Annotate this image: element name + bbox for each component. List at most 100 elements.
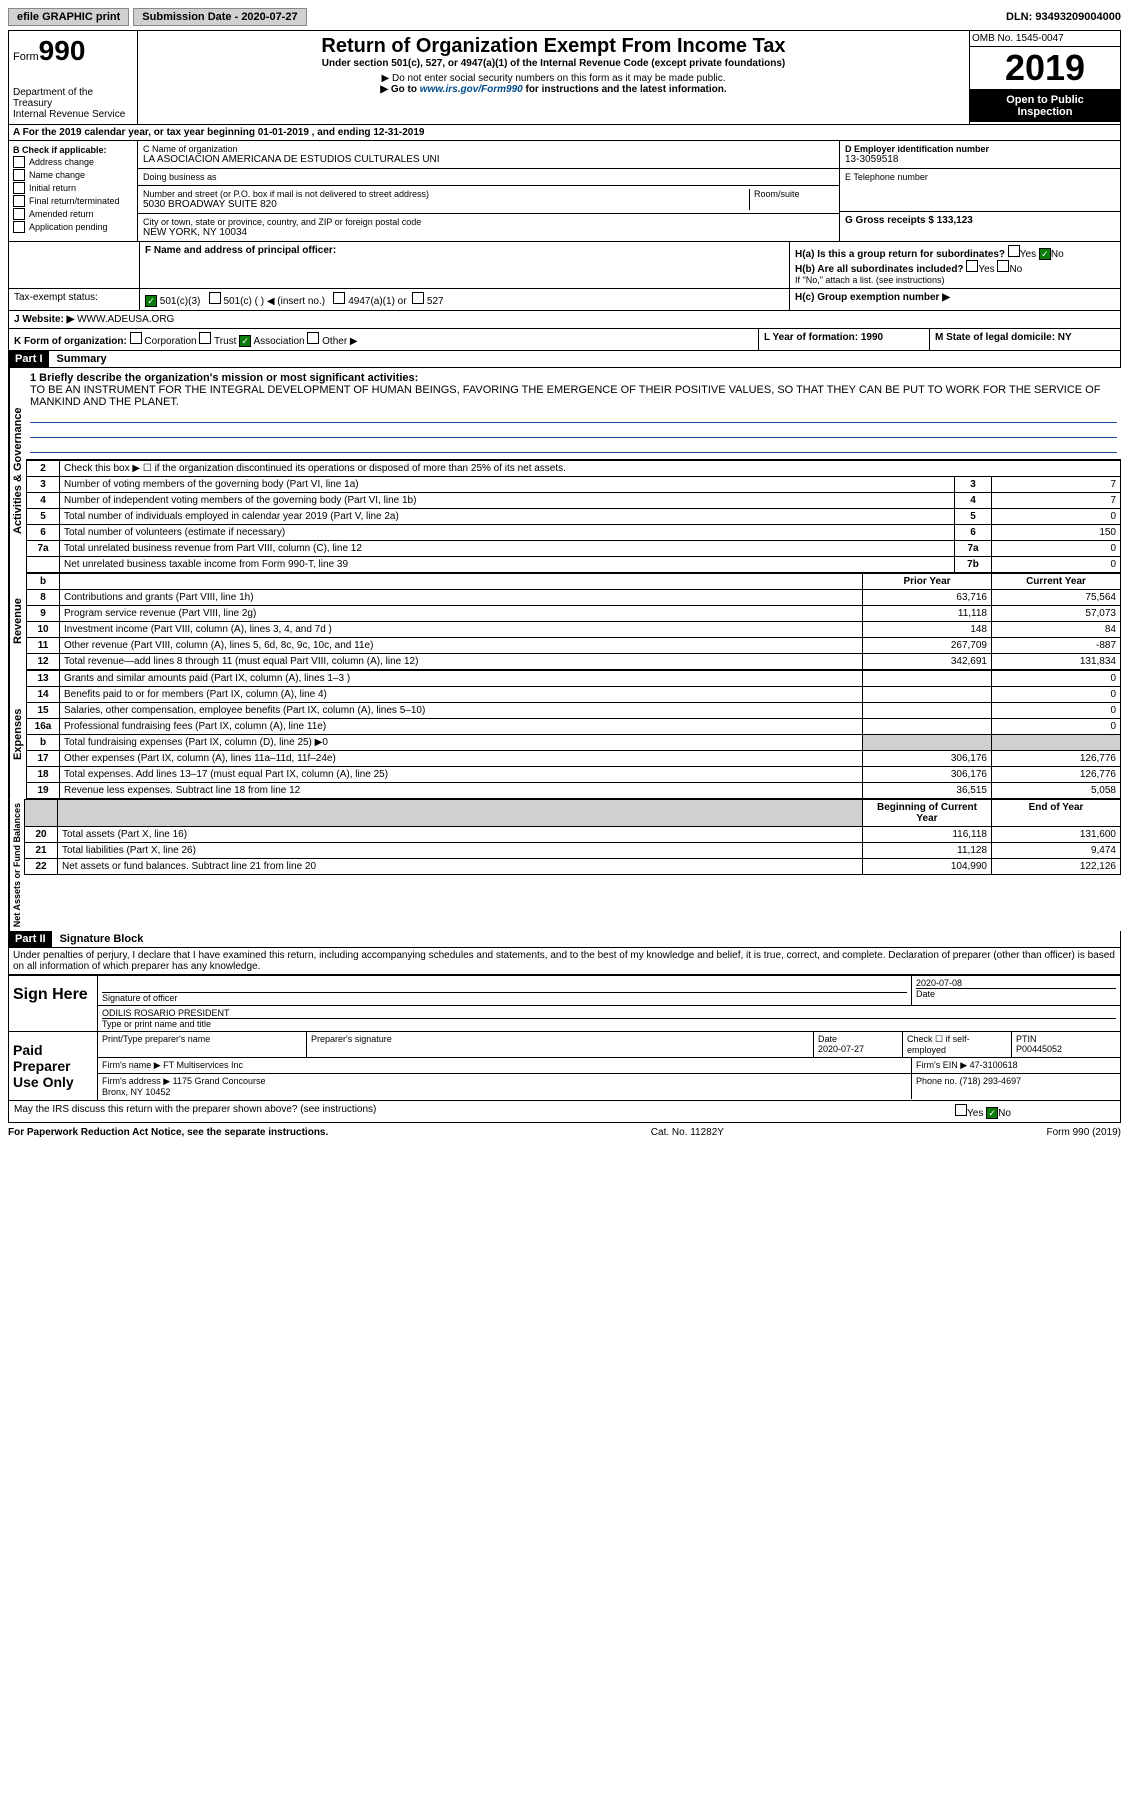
check-address[interactable] <box>13 156 25 168</box>
table-row: 11Other revenue (Part VIII, column (A), … <box>27 638 1121 654</box>
line-text: Benefits paid to or for members (Part IX… <box>60 687 863 703</box>
goto-post: for instructions and the latest informat… <box>523 84 727 95</box>
check-pending[interactable] <box>13 221 25 233</box>
current-value: 126,776 <box>992 767 1121 783</box>
current-value: 122,126 <box>992 859 1121 875</box>
prior-value: 116,118 <box>863 827 992 843</box>
table-row: 18Total expenses. Add lines 13–17 (must … <box>27 767 1121 783</box>
check-corp[interactable] <box>130 332 142 344</box>
table-row: 20Total assets (Part X, line 16)116,1181… <box>25 827 1121 843</box>
dept-treasury: Department of the Treasury <box>13 87 133 109</box>
check-501c[interactable] <box>209 292 221 304</box>
date-label: Date <box>916 988 1116 999</box>
footer: For Paperwork Reduction Act Notice, see … <box>8 1127 1121 1138</box>
state-domicile: M State of legal domicile: NY <box>930 329 1120 350</box>
check-initial[interactable] <box>13 182 25 194</box>
discuss-yes-check[interactable] <box>955 1104 967 1116</box>
other-label: Other ▶ <box>322 336 357 347</box>
part2-title: Signature Block <box>60 933 144 945</box>
line-text: Check this box ▶ ☐ if the organization d… <box>60 461 1121 477</box>
prior-value: 11,118 <box>863 606 992 622</box>
discuss-text: May the IRS discuss this return with the… <box>9 1101 950 1122</box>
ptin-value: P00445052 <box>1016 1044 1062 1054</box>
check-527[interactable] <box>412 292 424 304</box>
line-text: Investment income (Part VIII, column (A)… <box>60 622 863 638</box>
form-header: Form990 Department of the Treasury Inter… <box>8 30 1121 125</box>
irs-link[interactable]: www.irs.gov/Form990 <box>420 84 523 95</box>
paperwork-notice: For Paperwork Reduction Act Notice, see … <box>8 1127 328 1138</box>
end-header: End of Year <box>992 800 1121 827</box>
expenses-section: Expenses 13Grants and similar amounts pa… <box>8 670 1121 799</box>
type-name-label: Type or print name and title <box>102 1018 1116 1029</box>
check-pending-label: Application pending <box>29 222 108 232</box>
officer-name: ODILIS ROSARIO PRESIDENT <box>102 1008 1116 1018</box>
tax-year: 2019 <box>970 47 1120 90</box>
open-public-badge: Open to Public Inspection <box>970 90 1120 122</box>
check-other[interactable] <box>307 332 319 344</box>
governance-vlabel: Activities & Governance <box>9 368 26 573</box>
table-row: Net unrelated business taxable income fr… <box>27 557 1121 573</box>
firm-name: Firm's name ▶ FT Multiservices Inc <box>98 1058 912 1073</box>
grey-cell <box>863 735 992 751</box>
discuss-yes: Yes <box>967 1108 983 1119</box>
current-value: 131,600 <box>992 827 1121 843</box>
check-trust[interactable] <box>199 332 211 344</box>
discuss-no-check[interactable] <box>986 1107 998 1119</box>
part2-label: Part II <box>9 931 52 947</box>
line-text: Total fundraising expenses (Part IX, col… <box>60 735 863 751</box>
part1-title: Summary <box>57 353 107 365</box>
hb-no-check[interactable] <box>997 260 1009 272</box>
table-row: 9Program service revenue (Part VIII, lin… <box>27 606 1121 622</box>
ha-no-check[interactable] <box>1039 248 1051 260</box>
hb-yes: Yes <box>978 264 994 275</box>
ein-label: D Employer identification number <box>845 144 1115 154</box>
line-text: Program service revenue (Part VIII, line… <box>60 606 863 622</box>
dln-number: DLN: 93493209004000 <box>1006 11 1121 23</box>
sign-here-block: Sign Here Signature of officer 2020-07-0… <box>8 975 1121 1032</box>
current-value: 9,474 <box>992 843 1121 859</box>
row-k-l-m: K Form of organization: Corporation Trus… <box>8 329 1121 351</box>
row-f-h: F Name and address of principal officer:… <box>8 242 1121 289</box>
governance-table: 2Check this box ▶ ☐ if the organization … <box>26 460 1121 573</box>
check-final[interactable] <box>13 195 25 207</box>
goto-pre: ▶ Go to <box>380 84 419 95</box>
check-amended[interactable] <box>13 208 25 220</box>
prior-value: 104,990 <box>863 859 992 875</box>
current-value: 84 <box>992 622 1121 638</box>
prep-date-value: 2020-07-27 <box>818 1044 864 1054</box>
form-number: 990 <box>39 35 86 66</box>
hb-subordinates: H(b) Are all subordinates included? Yes … <box>795 260 1115 275</box>
table-row: 14Benefits paid to or for members (Part … <box>27 687 1121 703</box>
check-4947[interactable] <box>333 292 345 304</box>
trust-label: Trust <box>214 336 236 347</box>
gross-receipts: G Gross receipts $ 133,123 <box>840 212 1120 229</box>
prior-value <box>863 671 992 687</box>
efile-label: efile GRAPHIC print <box>8 8 129 26</box>
expenses-table: 13Grants and similar amounts paid (Part … <box>26 670 1121 799</box>
check-assoc[interactable] <box>239 335 251 347</box>
row-website: J Website: ▶ WWW.ADEUSA.ORG <box>8 311 1121 329</box>
line-text: Other expenses (Part IX, column (A), lin… <box>60 751 863 767</box>
prep-date-label: Date <box>818 1034 837 1044</box>
form-org-label: K Form of organization: <box>14 336 127 347</box>
check-initial-label: Initial return <box>29 183 76 193</box>
website-value: WWW.ADEUSA.ORG <box>77 314 174 325</box>
discuss-no: No <box>998 1108 1011 1119</box>
line-text: Number of independent voting members of … <box>60 493 955 509</box>
table-row: 3Number of voting members of the governi… <box>27 477 1121 493</box>
check-501c3[interactable] <box>145 295 157 307</box>
column-b-checks: B Check if applicable: Address change Na… <box>9 141 138 241</box>
table-row: Beginning of Current YearEnd of Year <box>25 800 1121 827</box>
check-name[interactable] <box>13 169 25 181</box>
ha-group-return: H(a) Is this a group return for subordin… <box>795 245 1115 260</box>
form-footer: Form 990 (2019) <box>1047 1127 1121 1138</box>
org-name-label: C Name of organization <box>143 144 834 154</box>
assoc-label: Association <box>253 336 304 347</box>
ha-yes-check[interactable] <box>1008 245 1020 257</box>
table-row: 8Contributions and grants (Part VIII, li… <box>27 590 1121 606</box>
hb-yes-check[interactable] <box>966 260 978 272</box>
4947-label: 4947(a)(1) or <box>348 296 406 307</box>
revenue-vlabel: Revenue <box>9 573 26 670</box>
current-value: -887 <box>992 638 1121 654</box>
info-grid: B Check if applicable: Address change Na… <box>8 141 1121 242</box>
